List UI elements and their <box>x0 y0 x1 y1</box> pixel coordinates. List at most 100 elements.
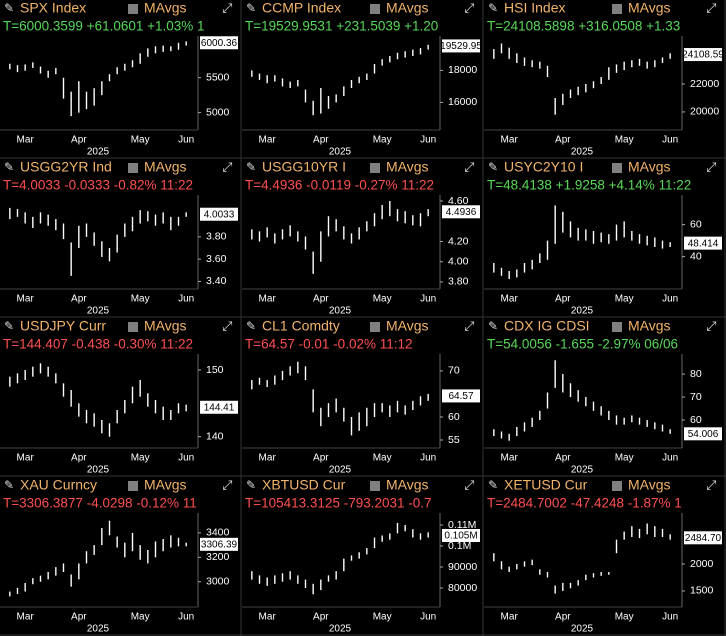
x-tick-label: May <box>615 612 634 623</box>
indicator-swatch[interactable] <box>128 163 138 173</box>
last-price-label: 4.4936 <box>446 207 477 218</box>
edit-icon[interactable]: ✎ <box>246 319 256 333</box>
last-price-box <box>442 528 480 542</box>
indicator-label: MAvgs <box>144 318 187 334</box>
edit-icon[interactable]: ✎ <box>4 478 14 492</box>
indicator-label: MAvgs <box>386 318 429 334</box>
quote-line: T=105413.3125 -793.2031 -0.7 <box>245 496 432 511</box>
x-tick-label: Apr <box>555 294 571 305</box>
indicator-swatch[interactable] <box>370 322 380 332</box>
expand-icon[interactable]: ⤢ <box>464 318 474 333</box>
chart-panel: ✎ USGG2YR Ind MAvgs ⤢ T=4.0033 -0.0333 -0.82… <box>0 159 238 316</box>
expand-icon[interactable]: ⤢ <box>706 0 716 15</box>
y-tick-label: 60 <box>690 218 702 230</box>
x-tick-label: May <box>131 453 150 464</box>
chart-title: CCMP Index <box>262 0 341 16</box>
indicator-swatch[interactable] <box>612 481 622 491</box>
indicator-swatch[interactable] <box>128 322 138 332</box>
expand-icon[interactable]: ⤢ <box>464 477 474 492</box>
x-tick-label: Mar <box>259 612 277 623</box>
indicator-label: MAvgs <box>628 159 671 175</box>
x-tick-label: May <box>615 294 634 305</box>
x-tick-label: Mar <box>17 135 35 146</box>
last-price-label: 64.57 <box>448 391 473 402</box>
indicator-label: MAvgs <box>386 477 429 493</box>
edit-icon[interactable]: ✎ <box>4 160 14 174</box>
y-tick-label: 3200 <box>206 551 230 563</box>
edit-icon[interactable]: ✎ <box>488 319 498 333</box>
edit-icon[interactable]: ✎ <box>246 1 256 15</box>
chart-title: XAU Curncy <box>20 477 97 493</box>
indicator-swatch[interactable] <box>612 163 622 173</box>
y-tick-label: 80000 <box>448 582 477 594</box>
y-tick-label: 3.80 <box>206 231 227 243</box>
x-tick-label: Apr <box>555 453 571 464</box>
x-tick-label: May <box>131 135 150 146</box>
y-tick-label: 22000 <box>690 78 719 90</box>
edit-icon[interactable]: ✎ <box>488 160 498 174</box>
indicator-swatch[interactable] <box>370 163 380 173</box>
chart-panel: ✎ CCMP Index MAvgs ⤢ T=19529.9531 +231.5039 … <box>242 0 482 157</box>
x-tick-label: Jun <box>420 612 436 623</box>
edit-icon[interactable]: ✎ <box>4 1 14 15</box>
y-tick-label: 3.60 <box>206 253 227 265</box>
chart-panel: ✎ USYC2Y10 I MAvgs ⤢ T=48.4138 +1.9258 +4.14… <box>484 159 722 316</box>
last-price-label: 54.006 <box>688 429 719 440</box>
x-tick-label: May <box>131 294 150 305</box>
quote-line: T=19529.9531 +231.5039 +1.20 <box>245 19 438 34</box>
edit-icon[interactable]: ✎ <box>488 1 498 15</box>
y-tick-label: 55 <box>448 434 460 446</box>
edit-icon[interactable]: ✎ <box>246 478 256 492</box>
chart-title: XETUSD Cur <box>504 477 588 493</box>
indicator-label: MAvgs <box>628 0 671 16</box>
x-tick-label: Mar <box>501 135 519 146</box>
chart-panel: ✎ USDJPY Curr MAvgs ⤢ T=144.407 -0.438 -0.30… <box>0 318 238 475</box>
x-tick-label: Jun <box>662 294 678 305</box>
expand-icon[interactable]: ⤢ <box>464 0 474 15</box>
y-tick-label: 3.40 <box>206 275 227 287</box>
y-tick-label: 140 <box>206 430 224 442</box>
expand-icon[interactable]: ⤢ <box>222 318 232 333</box>
last-price-label: 6000.36 <box>201 38 238 49</box>
expand-icon[interactable]: ⤢ <box>706 159 716 174</box>
edit-icon[interactable]: ✎ <box>4 319 14 333</box>
quote-line: T=48.4138 +1.9258 +4.14% 11:22 <box>487 178 691 193</box>
last-price-box <box>442 39 480 53</box>
edit-icon[interactable]: ✎ <box>246 160 256 174</box>
x-tick-label: May <box>373 294 392 305</box>
x-tick-label: Mar <box>259 453 277 464</box>
y-tick-label: 20000 <box>690 106 719 118</box>
x-tick-label: Jun <box>662 453 678 464</box>
x-tick-label: Mar <box>501 294 519 305</box>
y-tick-label: 5000 <box>206 106 230 118</box>
x-tick-label: Mar <box>17 453 35 464</box>
last-price-box <box>684 531 722 545</box>
last-price-box <box>684 236 722 250</box>
indicator-swatch[interactable] <box>128 481 138 491</box>
indicator-swatch[interactable] <box>370 481 380 491</box>
x-tick-label: Apr <box>71 294 87 305</box>
expand-icon[interactable]: ⤢ <box>464 159 474 174</box>
x-tick-label: Mar <box>259 294 277 305</box>
x-tick-label: Jun <box>662 135 678 146</box>
x-axis-label: 2025 <box>87 147 110 158</box>
expand-icon[interactable]: ⤢ <box>706 318 716 333</box>
last-price-label: 24108.59 <box>682 50 724 61</box>
quote-line: T=144.407 -0.438 -0.30% 11:22 <box>3 337 193 352</box>
indicator-swatch[interactable] <box>612 4 622 14</box>
x-tick-label: Jun <box>420 453 436 464</box>
expand-icon[interactable]: ⤢ <box>222 477 232 492</box>
expand-icon[interactable]: ⤢ <box>222 0 232 15</box>
y-tick-label: 70 <box>448 365 460 377</box>
indicator-swatch[interactable] <box>128 4 138 14</box>
expand-icon[interactable]: ⤢ <box>222 159 232 174</box>
chart-title: USGG2YR Ind <box>20 159 112 175</box>
quote-line: T=3306.3877 -4.0298 -0.12% 11 <box>3 496 197 511</box>
x-tick-label: Apr <box>555 612 571 623</box>
chart-panel: ✎ HSI Index MAvgs ⤢ T=24108.5898 +316.0508 +… <box>484 0 724 157</box>
x-tick-label: Mar <box>501 453 519 464</box>
indicator-swatch[interactable] <box>370 4 380 14</box>
expand-icon[interactable]: ⤢ <box>706 477 716 492</box>
edit-icon[interactable]: ✎ <box>488 478 498 492</box>
indicator-swatch[interactable] <box>612 322 622 332</box>
